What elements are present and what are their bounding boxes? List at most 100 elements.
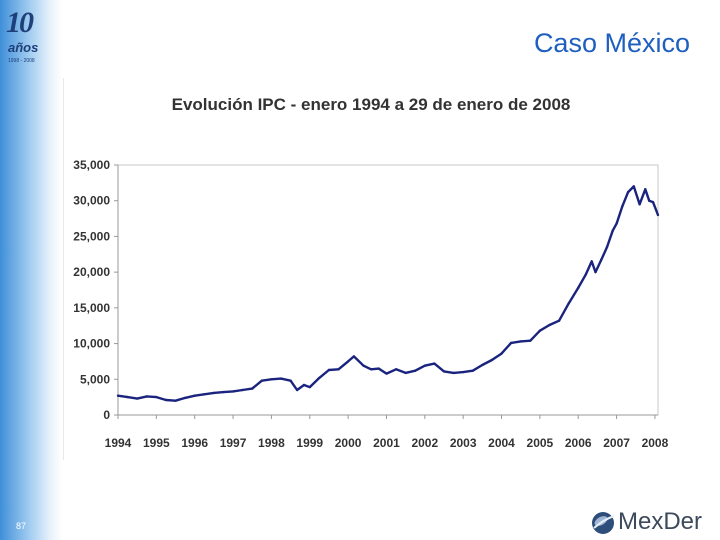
globe-icon — [592, 512, 615, 534]
x-tick-label: 2008 — [642, 436, 669, 450]
ipc-data-point — [352, 355, 356, 358]
ipc-data-point — [656, 213, 660, 217]
chart-title: Evolución IPC - enero 1994 a 29 de enero… — [172, 95, 571, 114]
ipc-data-point — [509, 341, 513, 345]
ipc-data-point — [481, 363, 484, 367]
ipc-data-point — [385, 372, 388, 375]
brand-name: MexDer — [618, 508, 703, 535]
ipc-data-point — [377, 367, 380, 370]
y-tick-label: 5,000 — [80, 372, 110, 386]
x-tick-label: 2006 — [565, 436, 592, 450]
ipc-data-point — [302, 383, 306, 387]
ipc-line-chart: Evolución IPC - enero 1994 a 29 de enero… — [73, 95, 669, 450]
x-tick-label: 1994 — [105, 436, 132, 450]
ipc-data-point — [145, 395, 148, 398]
ipc-data-point — [621, 205, 624, 208]
ipc-data-point — [183, 396, 187, 400]
x-tick-label: 2001 — [373, 436, 400, 450]
ipc-data-point — [594, 270, 597, 274]
y-tick-label: 25,000 — [73, 229, 110, 243]
x-tick-label: 1999 — [296, 436, 323, 450]
ipc-data-point — [270, 378, 273, 381]
ipc-data-point — [337, 368, 340, 371]
ipc-data-point — [529, 339, 532, 342]
ipc-data-point — [611, 229, 614, 232]
y-tick-label: 20,000 — [73, 265, 110, 279]
ipc-data-point — [279, 377, 283, 380]
ipc-data-point — [423, 364, 426, 367]
x-tick-label: 1997 — [220, 436, 247, 450]
ipc-data-point — [308, 385, 311, 389]
ipc-data-point — [567, 302, 570, 305]
ipc-data-point — [462, 370, 465, 374]
y-tick-label: 10,000 — [73, 337, 110, 351]
ipc-data-point — [260, 379, 263, 382]
ipc-data-point — [394, 368, 398, 371]
ipc-data-point — [126, 395, 129, 399]
ipc-data-point — [318, 376, 321, 380]
x-tick-label: 2007 — [603, 436, 630, 450]
ipc-data-point — [231, 390, 235, 393]
x-tick-label: 1995 — [143, 436, 170, 450]
ipc-data-point — [615, 222, 618, 225]
ipc-series-line — [117, 185, 660, 402]
ipc-data-point — [174, 399, 177, 402]
ipc-data-point — [289, 379, 292, 382]
ipc-data-point — [241, 388, 244, 392]
ipc-data-point — [212, 391, 216, 395]
ipc-data-point — [590, 260, 593, 263]
ipc-data-point — [155, 395, 158, 399]
ipc-data-point — [548, 323, 551, 327]
ipc-data-point — [577, 286, 580, 290]
ipc-data-point — [251, 387, 254, 390]
ipc-data-point — [346, 360, 350, 363]
mexder-brand: MexDer — [590, 506, 710, 540]
ipc-data-point — [164, 398, 168, 402]
ipc-data-point — [538, 329, 542, 332]
ipc-data-point — [500, 352, 503, 355]
x-tick-label: 2005 — [527, 436, 554, 450]
logo-years: 1998 - 2008 — [8, 58, 35, 64]
ipc-data-point — [433, 362, 436, 365]
page-number: 87 — [16, 521, 27, 531]
ipc-data-point — [519, 340, 522, 343]
y-tick-label: 30,000 — [73, 194, 110, 208]
y-tick-label: 15,000 — [73, 301, 110, 315]
y-tick-label: 0 — [103, 408, 110, 422]
logo-number: 10 — [6, 6, 34, 39]
x-tick-label: 2004 — [488, 436, 515, 450]
ipc-data-point — [362, 364, 365, 367]
x-tick-label: 2002 — [411, 436, 438, 450]
ipc-data-point — [295, 388, 299, 392]
ipc-data-point — [632, 185, 635, 188]
ipc-data-point — [644, 188, 647, 191]
ipc-data-point — [203, 393, 206, 396]
anniversary-logo: 10 años 1998 - 2008 — [2, 6, 58, 68]
ipc-data-point — [557, 319, 561, 322]
ipc-data-point — [193, 394, 196, 397]
sidebar-gradient — [0, 0, 62, 540]
ipc-data-point — [626, 190, 630, 194]
ipc-data-point — [452, 371, 455, 375]
logo-word: años — [8, 40, 39, 55]
ipc-data-point — [222, 390, 225, 394]
ipc-data-point — [404, 371, 407, 375]
ipc-data-point — [136, 397, 139, 400]
ipc-data-point — [116, 394, 120, 397]
ipc-data-point — [442, 370, 446, 373]
x-tick-label: 2000 — [335, 436, 362, 450]
x-tick-label: 1996 — [181, 436, 208, 450]
ipc-data-point — [490, 358, 494, 362]
ipc-data-point — [638, 203, 641, 206]
ipc-data-point — [369, 368, 373, 371]
ipc-data-point — [414, 369, 417, 372]
ipc-data-point — [600, 258, 603, 262]
ipc-data-point — [651, 200, 655, 204]
x-tick-label: 1998 — [258, 436, 285, 450]
ipc-data-point — [648, 199, 651, 202]
slide-title: Caso México — [533, 28, 690, 58]
ipc-data-point — [471, 369, 474, 372]
ipc-data-point — [327, 368, 331, 372]
x-tick-label: 2003 — [450, 436, 477, 450]
ipc-data-point — [584, 273, 588, 276]
